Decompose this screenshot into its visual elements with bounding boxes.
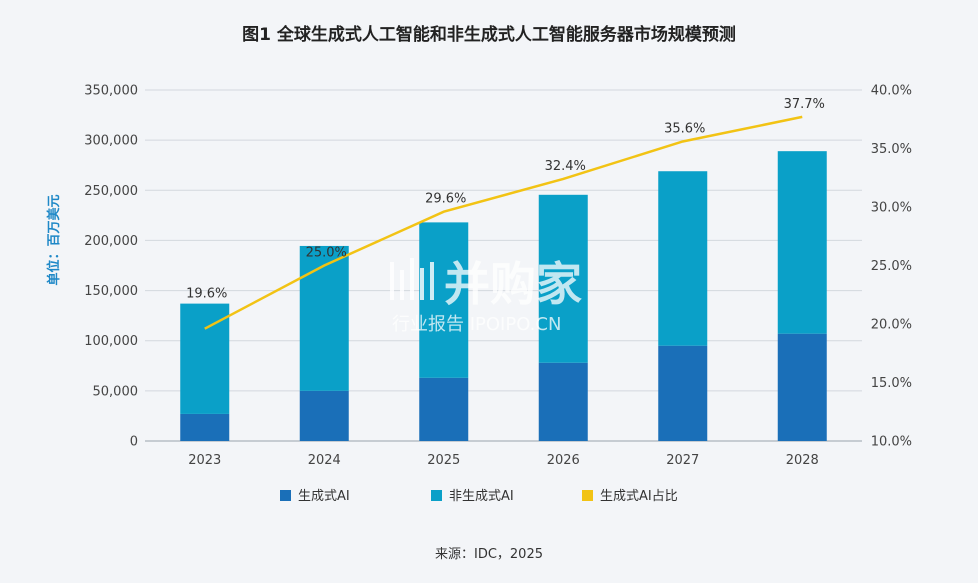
- bars: [180, 151, 827, 441]
- legend-label: 生成式AI: [298, 489, 350, 504]
- y-tick-label: 0: [130, 435, 138, 450]
- y2-tick-label: 30.0%: [871, 201, 912, 216]
- x-tick-label: 2025: [427, 453, 460, 468]
- ratio-data-label: 29.6%: [425, 192, 466, 207]
- bar-non-genai: [777, 151, 827, 334]
- y-tick-label: 50,000: [93, 384, 139, 399]
- bar-genai: [538, 362, 588, 441]
- ratio-line: [204, 115, 803, 330]
- legend-label: 非生成式AI: [449, 489, 514, 504]
- y2-tick-label: 35.0%: [871, 142, 912, 157]
- y-tick-label: 200,000: [84, 234, 138, 249]
- bar-genai: [180, 413, 230, 441]
- y2-tick-label: 15.0%: [871, 376, 912, 391]
- legend: 生成式AI 非生成式AI 生成式AI占比: [280, 489, 678, 504]
- bar-non-genai: [419, 222, 469, 378]
- y-tick-label: 150,000: [84, 284, 138, 299]
- x-tick-label: 2023: [188, 453, 221, 468]
- source-note: 来源：IDC，2025: [434, 547, 543, 562]
- watermark: 并购家 行业报告 IPOIPO.CN: [390, 257, 582, 335]
- y-axis-label: 单位：百万美元: [46, 194, 62, 285]
- ratio-data-label: 19.6%: [186, 287, 227, 302]
- gridlines: [145, 89, 862, 442]
- bar-genai: [777, 333, 827, 441]
- x-tick-label: 2027: [666, 453, 699, 468]
- y2-tick-label: 20.0%: [871, 318, 912, 333]
- ratio-data-label: 25.0%: [306, 246, 347, 261]
- x-tick-label: 2026: [547, 453, 580, 468]
- y-tick-label: 250,000: [84, 184, 138, 199]
- y2-tick-label: 10.0%: [871, 435, 912, 450]
- chart-title: 图1 全球生成式人工智能和非生成式人工智能服务器市场规模预测: [242, 25, 736, 45]
- x-tick-label: 2024: [308, 453, 341, 468]
- watermark-sub: 行业报告 IPOIPO.CN: [392, 314, 561, 335]
- ratio-data-label: 37.7%: [784, 97, 825, 112]
- x-axis-ticks: 2023 2024 2025 2026 2027 2028: [188, 453, 819, 468]
- left-axis-ticks: 0 50,000 100,000 150,000 200,000 250,000 300,0…: [84, 84, 138, 450]
- bar-genai: [419, 377, 469, 441]
- ratio-data-label: 32.4%: [545, 159, 586, 174]
- legend-swatch: [582, 490, 593, 501]
- legend-label: 生成式AI占比: [600, 489, 678, 504]
- y2-tick-label: 40.0%: [871, 84, 912, 99]
- y-tick-label: 300,000: [84, 134, 138, 149]
- watermark-logo-icon: [390, 258, 434, 300]
- ratio-line-path: [204, 115, 803, 330]
- bar-non-genai: [658, 171, 708, 346]
- ratio-data-label: 35.6%: [664, 121, 705, 136]
- ratio-line-labels: 19.6% 25.0% 29.6% 32.4% 35.6% 37.7%: [186, 97, 825, 302]
- legend-swatch: [431, 490, 442, 501]
- y-tick-label: 350,000: [84, 84, 138, 99]
- bar-non-genai: [299, 245, 349, 391]
- bar-non-genai: [180, 303, 230, 414]
- legend-swatch: [280, 490, 291, 501]
- y2-tick-label: 25.0%: [871, 259, 912, 274]
- bar-genai: [658, 345, 708, 441]
- right-axis-ticks: 10.0% 15.0% 20.0% 25.0% 30.0% 35.0% 40.0%: [871, 84, 912, 450]
- x-tick-label: 2028: [786, 453, 819, 468]
- bar-genai: [299, 390, 349, 441]
- watermark-brand: 并购家: [444, 257, 582, 311]
- y-tick-label: 100,000: [84, 334, 138, 349]
- bar-non-genai: [538, 194, 588, 363]
